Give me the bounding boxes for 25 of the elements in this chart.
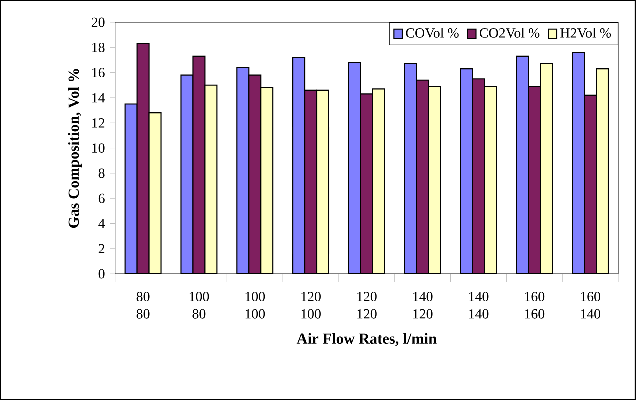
y-tick-label: 18 (92, 42, 105, 52)
x-tick-label: 140 140 (469, 292, 489, 319)
x-tick-label: 140 120 (414, 292, 433, 319)
legend-label: H2Vol % (560, 28, 612, 38)
x-tick-label: 160 140 (581, 292, 600, 319)
y-tick-label: 6 (98, 194, 105, 204)
y-tick-label: 0 (98, 269, 105, 279)
y-tick-label: 4 (98, 218, 106, 228)
legend-label: CO2Vol % (480, 28, 540, 38)
x-tick-label: 160 160 (525, 292, 545, 319)
y-tick-label: 10 (92, 143, 105, 153)
x-tick-label: 100 100 (246, 292, 266, 319)
legend-label: COVol % (406, 28, 459, 38)
y-tick-label: 12 (92, 118, 105, 128)
x-axis-title: Air Flow Rates, l/min (296, 333, 437, 346)
x-tick-label: 120 120 (358, 292, 377, 319)
x-tick-label: 80 80 (136, 292, 150, 319)
x-tick-label: 120 100 (302, 292, 321, 319)
y-tick-label: 20 (92, 18, 105, 28)
y-tick-label: 2 (98, 244, 105, 254)
x-tick-label: 100 80 (190, 292, 210, 319)
y-tick-label: 8 (98, 168, 105, 178)
y-tick-label: 16 (92, 68, 105, 78)
y-tick-label: 14 (92, 93, 106, 102)
y-axis-title: Gas Composition, Vol % (68, 69, 82, 228)
